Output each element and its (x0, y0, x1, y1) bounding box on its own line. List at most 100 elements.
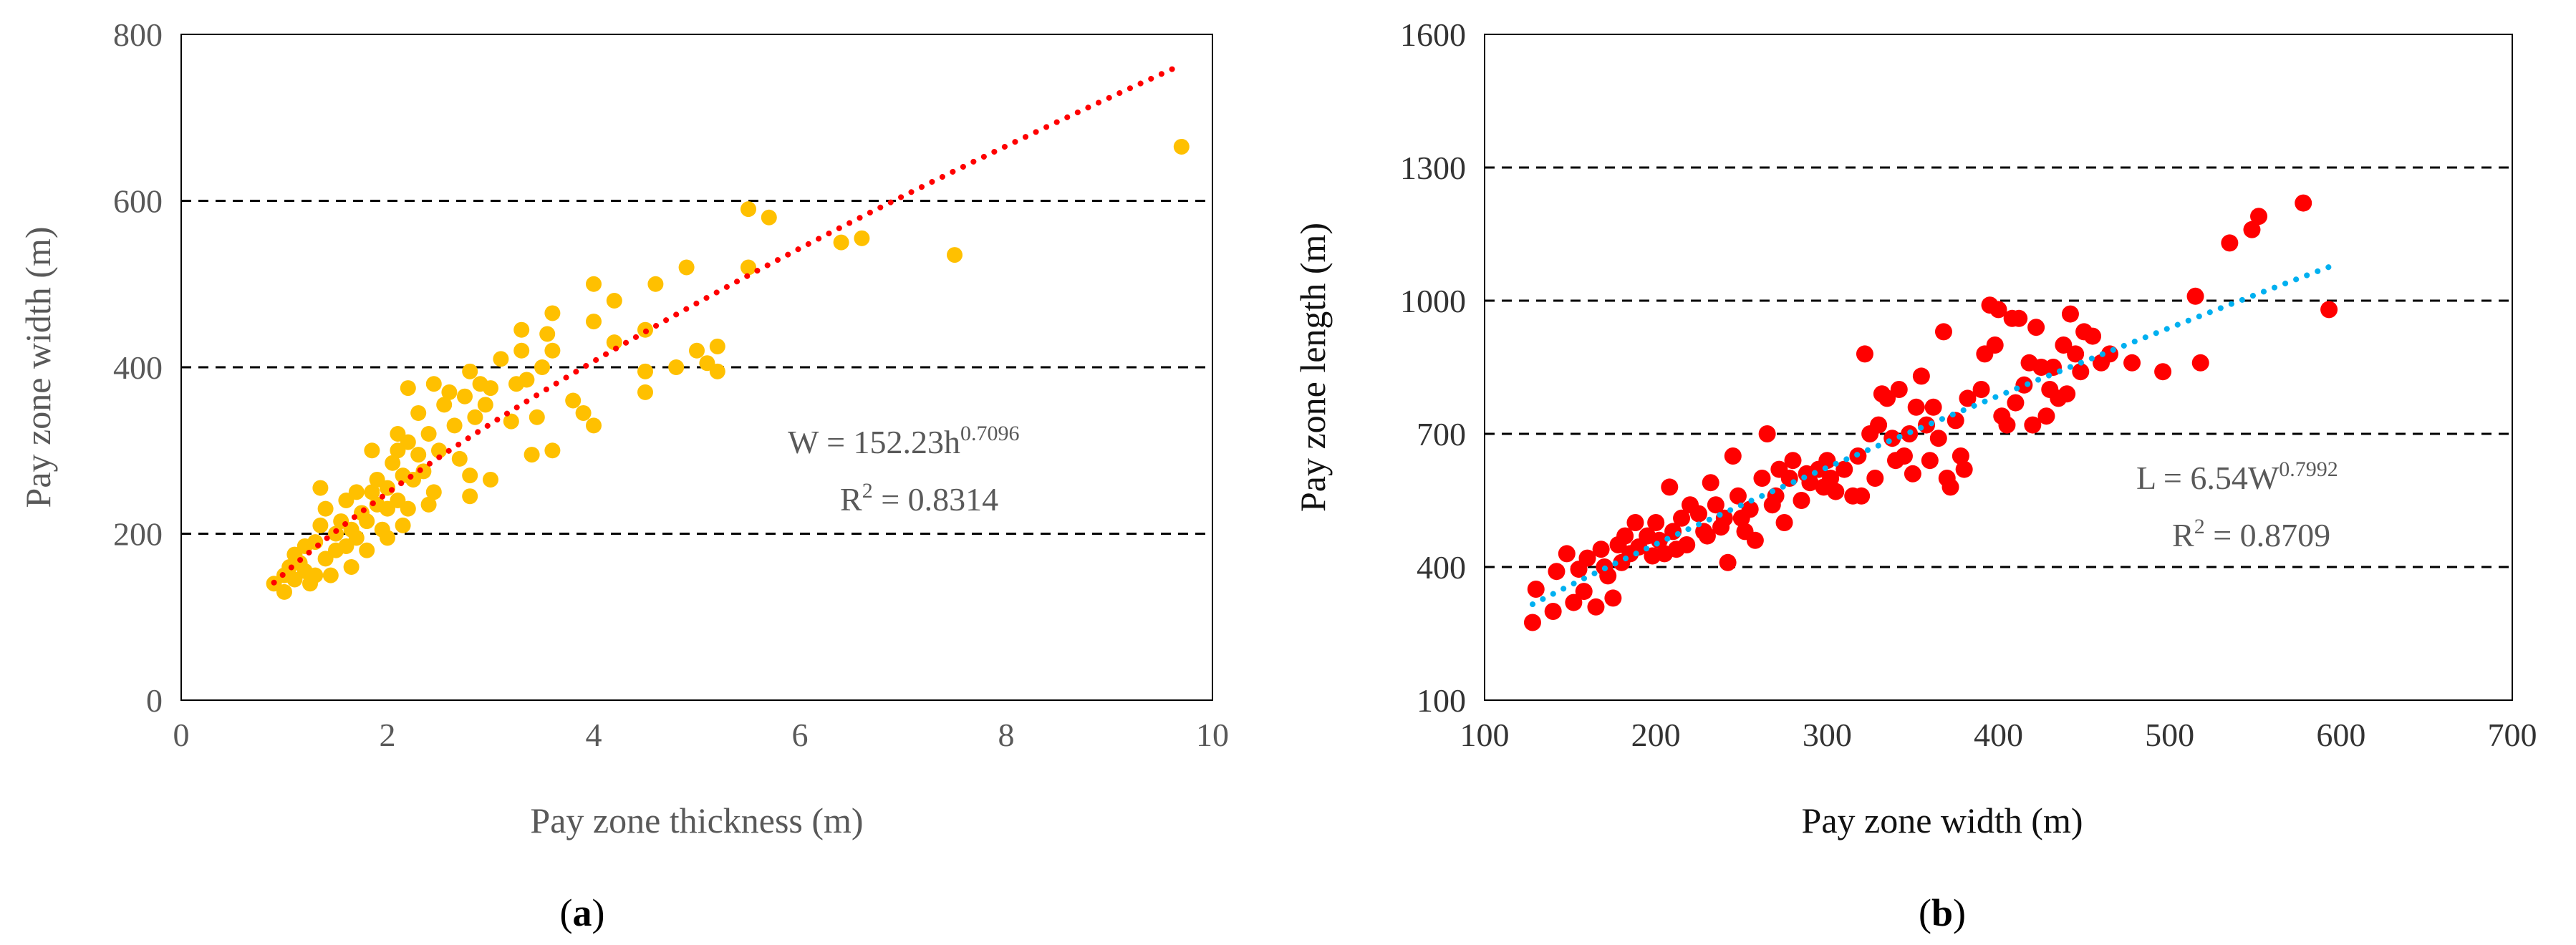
panel-a-caption: (a) (560, 891, 605, 934)
panel-b-data-point (1544, 603, 1562, 620)
panel-b-data-point (1592, 541, 1610, 558)
panel-b-y-tick-label: 1000 (1400, 283, 1466, 319)
panel-b-data-point (1835, 460, 1853, 478)
panel-a-x-tick-label: 6 (792, 717, 809, 753)
panel-b-data-point (2072, 363, 2090, 381)
panel-b-data-point (1827, 483, 1845, 500)
panel-a-data-point (709, 338, 725, 354)
panel-a-data-point (586, 314, 602, 330)
panel-a-y-tick-label: 600 (113, 183, 163, 220)
panel-a-data-point (544, 442, 561, 459)
panel-b-data-point (2024, 416, 2042, 434)
panel-a-data-point (741, 259, 756, 276)
panel-a-data-point (1173, 138, 1190, 155)
panel-b-x-tick-label: 500 (2145, 717, 2194, 753)
panel-b-data-point (1793, 492, 1810, 509)
panel-a-data-point (678, 259, 695, 276)
panel-a-y-axis-label: Pay zone width (m) (18, 227, 58, 508)
panel-a-x-tick-label: 10 (1196, 717, 1229, 753)
panel-a-data-point (493, 351, 509, 367)
panel-a-data-point (415, 463, 432, 480)
panel-b-y-tick-label: 1600 (1400, 16, 1466, 53)
panel-b-data-point (1822, 470, 1840, 487)
panel-a-data-point (637, 363, 653, 379)
panel-b-trendline (1530, 263, 2333, 608)
panel-b-data-point (2084, 327, 2102, 345)
panel-b-y-tick-label: 700 (1417, 416, 1466, 452)
panel-a-equation-lhs: W = 152.23h (788, 424, 960, 460)
panel-a-data-point (322, 567, 339, 583)
panel-b-data-point (1818, 452, 1836, 470)
panel-a-data-point (534, 359, 550, 375)
panel-b-data-point (1604, 589, 1622, 607)
panel-a-data-point (420, 496, 437, 513)
panel-b-data-point (2067, 345, 2085, 363)
panel-a-y-tick-label: 800 (113, 16, 163, 53)
panel-a-data-point (761, 209, 777, 226)
panel-b-data-point (1972, 381, 1990, 398)
panel-b-data-point (1527, 581, 1545, 598)
panel-b-data-point (1616, 527, 1634, 545)
panel-a-data-point (462, 488, 478, 505)
panel-b-caption-open: ( (1919, 891, 1931, 934)
panel-a-x-axis-label: Pay zone thickness (m) (530, 800, 863, 840)
panel-b-data-point (1986, 336, 2004, 354)
panel-b-data-point (2007, 394, 2025, 412)
panel-a-data-point (647, 276, 664, 292)
panel-a-data-point (586, 417, 602, 434)
panel-b-data-point (1890, 381, 1908, 398)
panel-b-data-point (1575, 583, 1593, 601)
panel-b-r2-value: = 0.8709 (2205, 517, 2330, 553)
panel-b-data-point (1565, 593, 1583, 611)
panel-b-x-tick-label: 700 (2488, 717, 2537, 753)
panel-b-y-tick-label: 1300 (1400, 150, 1466, 186)
panel-b-data-point (2032, 359, 2050, 376)
panel-a-data-point (668, 359, 685, 375)
panel-a-data-point (307, 534, 324, 551)
panel-a-data-point (637, 384, 653, 400)
panel-b-data-point (1921, 452, 1939, 470)
panel-b-x-tick-label: 600 (2316, 717, 2365, 753)
panel-b-data-point (1758, 425, 1776, 442)
panel-a-data-point (395, 517, 411, 533)
panel-a-data-point (436, 397, 453, 413)
panel-b-data-point (1647, 514, 1665, 531)
panel-a-data-point (513, 342, 530, 359)
panel-a-data-point (741, 201, 756, 218)
panel-a-data-point (400, 434, 416, 450)
panel-a-data-point (420, 426, 437, 442)
panel-b-data-point (2186, 287, 2204, 305)
panel-a-equation-exponent: 0.7096 (960, 422, 1020, 445)
panel-a-r2-label: R (840, 481, 862, 518)
panel-b-equation-lhs: L = 6.54W (2136, 460, 2280, 496)
panel-b-x-tick-label: 300 (1803, 717, 1852, 753)
panel-b-y-tick-label: 100 (1417, 682, 1466, 719)
panel-b-data-point (1767, 487, 1785, 505)
panel-a-caption-close: ) (592, 891, 605, 934)
panel-b-data-point (1955, 460, 1973, 478)
panel-b-data-point (1904, 465, 1921, 483)
panel-b-y-axis-label: Pay zone length (m) (1293, 223, 1333, 512)
panel-a-data-point (483, 471, 498, 488)
panel-b-data-point (2037, 407, 2055, 425)
panel-b-caption-close: ) (1953, 891, 1966, 934)
panel-b-data-point (2010, 309, 2028, 327)
panel-b-data-point (1753, 470, 1771, 487)
panel-a-x-tick-labels: 0 2 4 6 8 10 (173, 717, 1230, 753)
panel-a-x-tick-label: 8 (998, 717, 1015, 753)
panel-a-data-point (539, 326, 556, 342)
panel-b-data-point (2061, 305, 2079, 323)
panel-b-data-point (1746, 531, 1764, 549)
panel-b-data-point (1895, 447, 1913, 465)
panel-a-y-tick-label: 0 (146, 682, 163, 719)
panel-b-x-tick-labels: 100 200 300 400 500 600 700 (1460, 717, 2537, 753)
panel-b-data-point (1523, 614, 1541, 631)
panel-b-data-point (1587, 598, 1605, 616)
panel-a-r2-value: = 0.8314 (873, 481, 998, 518)
panel-b-caption-letter: b (1931, 891, 1953, 934)
panel-a-caption-letter: a (573, 891, 592, 934)
panel-a-data-point (565, 392, 582, 409)
panel-b-data-point (2221, 234, 2239, 252)
panel-b-data-point (2154, 363, 2172, 381)
panel-b-data-point (1661, 478, 1679, 496)
